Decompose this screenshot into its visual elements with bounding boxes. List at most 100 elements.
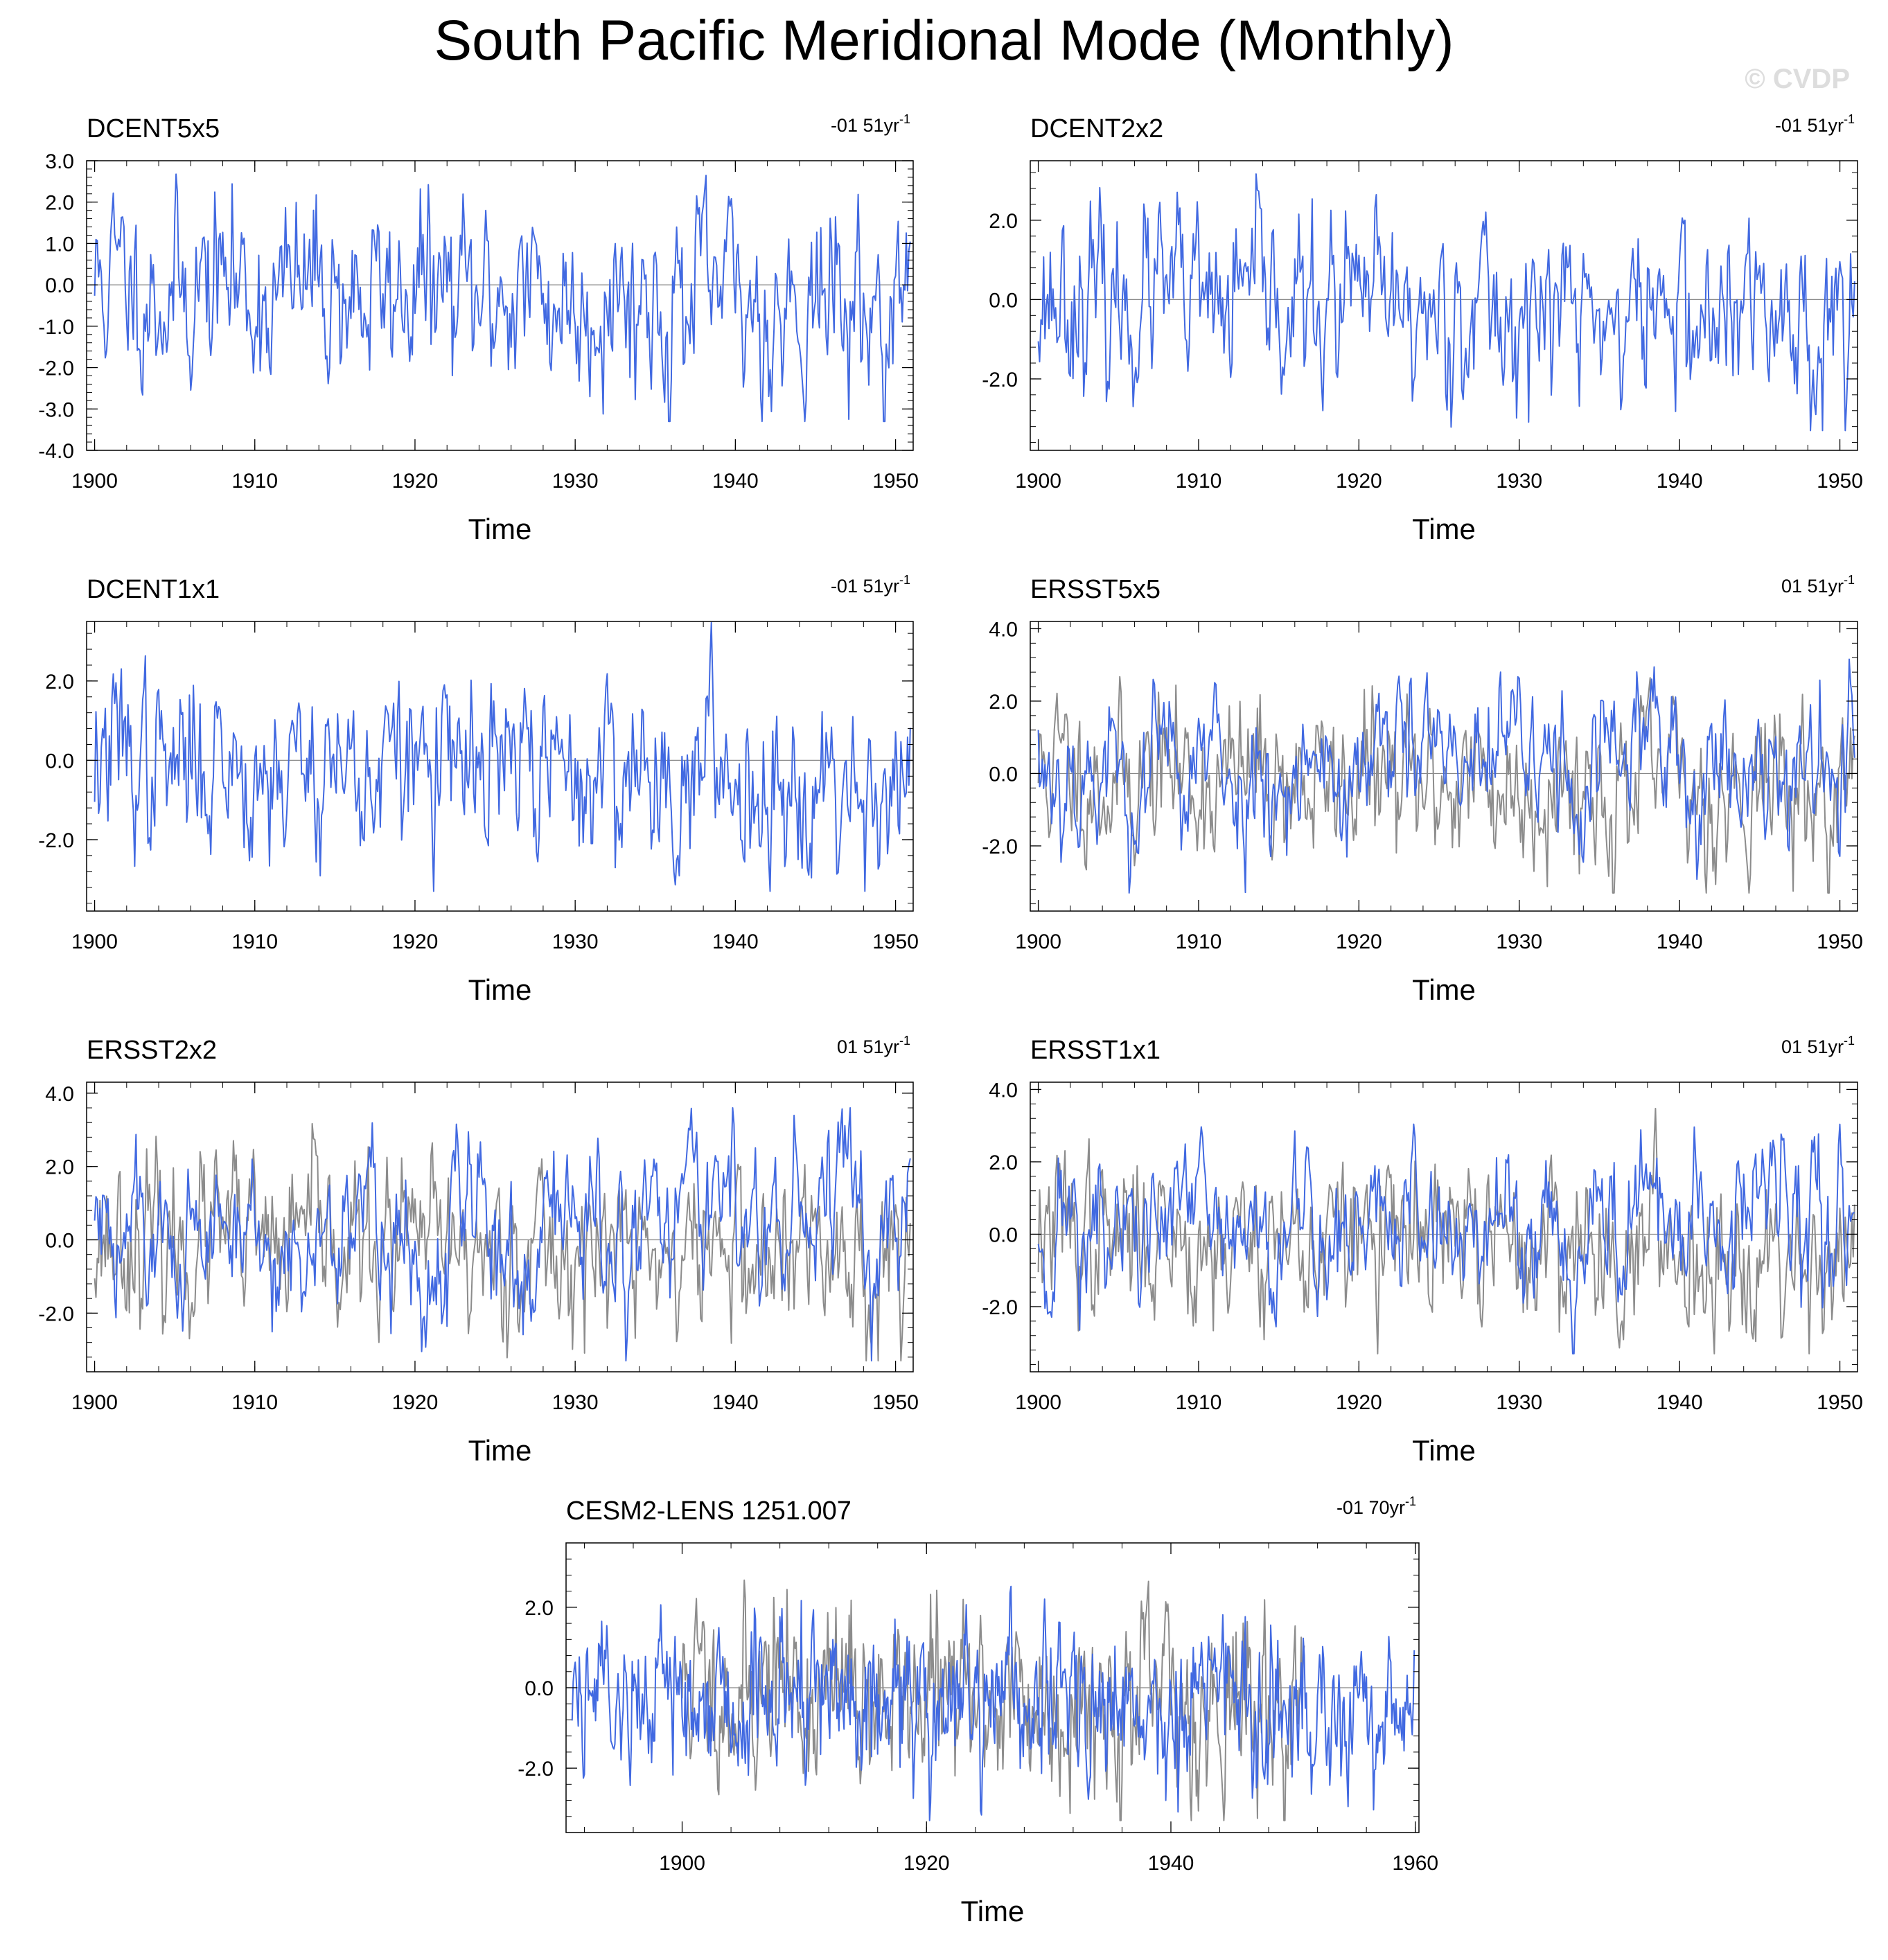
y-tick-label: 2.0 xyxy=(989,1151,1018,1174)
x-tick-label: 1930 xyxy=(552,930,599,953)
y-tick-label: 1.0 xyxy=(45,233,74,256)
series-line-1 xyxy=(94,1107,911,1362)
x-tick-label: 1910 xyxy=(231,930,278,953)
chart-title: ERSST2x2 xyxy=(87,1036,217,1065)
trend-label: 01 51yr xyxy=(1781,576,1844,597)
trend-label: -01 51yr xyxy=(831,115,899,136)
trend-label: -01 51yr xyxy=(831,576,899,597)
x-tick-label: 1950 xyxy=(872,930,919,953)
series-line-0 xyxy=(1037,676,1855,894)
plot-frame xyxy=(1030,1081,1858,1372)
y-tick-label: 4.0 xyxy=(989,1079,1018,1102)
trend-label: 01 51yr xyxy=(1781,1036,1844,1057)
x-tick-label: 1900 xyxy=(1015,1391,1061,1414)
series-line-0 xyxy=(1037,173,1855,432)
chart-svg: ERSST5x5 01 51yr -1 -2.0 0.0 2.0 4.0 1900 1910 19… xyxy=(982,573,1863,1006)
x-tick-label: 1930 xyxy=(1496,470,1542,493)
y-tick-label: 2.0 xyxy=(989,210,1018,233)
series-line-0 xyxy=(94,621,911,892)
plot-frame xyxy=(1030,621,1858,912)
y-tick-label: 0.0 xyxy=(989,1224,1018,1246)
figure-title: South Pacific Meridional Mode (Monthly) xyxy=(434,9,1454,72)
y-tick-label: -2.0 xyxy=(38,829,74,852)
series-line-1 xyxy=(571,1585,1415,1821)
x-tick-label: 1910 xyxy=(231,470,278,493)
x-tick-label: 1930 xyxy=(1496,1391,1542,1414)
y-tick-label: 0.0 xyxy=(989,289,1018,312)
x-axis-label: Time xyxy=(1412,973,1476,1006)
y-tick-label: 0.0 xyxy=(524,1677,554,1700)
trend-exponent: -1 xyxy=(1405,1494,1416,1508)
trend-exponent: -1 xyxy=(1844,1034,1855,1048)
trend-label: -01 70yr xyxy=(1336,1497,1405,1518)
chart-svg: DCENT2x2 -01 51yr -1 -2.0 0.0 2.0 1900 1910 1920… xyxy=(982,112,1863,545)
x-tick-label: 1900 xyxy=(659,1852,705,1875)
chart-svg: DCENT5x5 -01 51yr -1 -4.0 -3.0 -2.0 -1.0 0.0 1.0… xyxy=(38,112,919,545)
x-tick-label: 1940 xyxy=(1148,1852,1194,1875)
y-tick-label: -4.0 xyxy=(38,440,74,463)
y-tick-label: 3.0 xyxy=(45,150,74,173)
panel-cesm2-lens: CESM2-LENS 1251.007 -01 70yr -1 -2.0 0.0 2.0 1… xyxy=(479,1486,1449,1960)
x-tick-label: 1950 xyxy=(1817,470,1863,493)
x-tick-label: 1920 xyxy=(1336,930,1382,953)
x-tick-label: 1900 xyxy=(1015,930,1061,953)
trend-label: 01 51yr xyxy=(837,1036,899,1057)
x-tick-label: 1940 xyxy=(1657,470,1703,493)
x-axis-label: Time xyxy=(961,1895,1025,1927)
plot-frame xyxy=(1030,160,1858,451)
panel-ersst5x5: ERSST5x5 01 51yr -1 -2.0 0.0 2.0 4.0 1900 1910 19… xyxy=(944,565,1888,1015)
x-tick-label: 1920 xyxy=(1336,470,1382,493)
y-tick-label: 2.0 xyxy=(524,1597,554,1620)
panel-ersst1x1: ERSST1x1 01 51yr -1 -2.0 0.0 2.0 4.0 1900 1910 19… xyxy=(944,1025,1888,1476)
y-tick-label: -2.0 xyxy=(982,369,1018,391)
x-tick-label: 1900 xyxy=(71,1391,118,1414)
x-tick-label: 1930 xyxy=(1496,930,1542,953)
y-tick-label: -2.0 xyxy=(38,1303,74,1325)
chart-svg: ERSST1x1 01 51yr -1 -2.0 0.0 2.0 4.0 1900 1910 19… xyxy=(982,1034,1863,1467)
x-tick-label: 1960 xyxy=(1392,1852,1438,1875)
chart-svg: DCENT1x1 -01 51yr -1 -2.0 0.0 2.0 1900 1910 1920… xyxy=(38,573,919,1006)
series-line-0 xyxy=(94,173,911,423)
trend-label: -01 51yr xyxy=(1775,115,1844,136)
series-line-0 xyxy=(94,1122,911,1362)
panel-dcent1x1: DCENT1x1 -01 51yr -1 -2.0 0.0 2.0 1900 1910 1920… xyxy=(0,565,944,1015)
x-tick-label: 1910 xyxy=(1176,1391,1222,1414)
y-tick-label: 0.0 xyxy=(989,763,1018,786)
y-tick-label: 4.0 xyxy=(989,618,1018,641)
trend-exponent: -1 xyxy=(899,112,910,126)
x-tick-label: 1950 xyxy=(1817,1391,1863,1414)
chart-title: DCENT5x5 xyxy=(87,114,220,143)
y-tick-label: 2.0 xyxy=(45,1156,74,1179)
y-tick-label: 2.0 xyxy=(45,671,74,694)
x-tick-label: 1940 xyxy=(712,930,759,953)
x-tick-label: 1920 xyxy=(392,470,439,493)
x-tick-label: 1940 xyxy=(1657,930,1703,953)
chart-title: CESM2-LENS 1251.007 xyxy=(566,1497,852,1526)
chart-title: DCENT2x2 xyxy=(1030,114,1163,143)
plot-frame xyxy=(86,160,914,451)
panel-dcent5x5: DCENT5x5 -01 51yr -1 -4.0 -3.0 -2.0 -1.0 0.0 1.0… xyxy=(0,104,944,554)
x-tick-label: 1940 xyxy=(1657,1391,1703,1414)
y-tick-label: -2.0 xyxy=(518,1758,554,1781)
trend-exponent: -1 xyxy=(899,573,910,587)
x-tick-label: 1900 xyxy=(71,470,118,493)
panel-ersst2x2: ERSST2x2 01 51yr -1 -2.0 0.0 2.0 4.0 1900 1910 19… xyxy=(0,1025,944,1476)
x-tick-label: 1920 xyxy=(392,1391,439,1414)
trend-exponent: -1 xyxy=(1844,112,1855,126)
y-tick-label: -1.0 xyxy=(38,316,74,339)
trend-exponent: -1 xyxy=(1844,573,1855,587)
x-tick-label: 1940 xyxy=(712,470,759,493)
y-tick-label: -2.0 xyxy=(982,1296,1018,1319)
chart-title: ERSST5x5 xyxy=(1030,575,1161,604)
x-axis-label: Time xyxy=(1412,513,1476,545)
plot-frame xyxy=(86,621,914,912)
x-tick-label: 1910 xyxy=(1176,930,1222,953)
x-axis-label: Time xyxy=(468,1434,532,1467)
series-line-1 xyxy=(1037,1123,1855,1354)
plot-frame xyxy=(86,1081,914,1372)
x-tick-label: 1950 xyxy=(1817,930,1863,953)
y-tick-label: -3.0 xyxy=(38,398,74,421)
x-tick-label: 1920 xyxy=(1336,1391,1382,1414)
panel-dcent2x2: DCENT2x2 -01 51yr -1 -2.0 0.0 2.0 1900 1910 1920… xyxy=(944,104,1888,554)
x-tick-label: 1940 xyxy=(712,1391,759,1414)
